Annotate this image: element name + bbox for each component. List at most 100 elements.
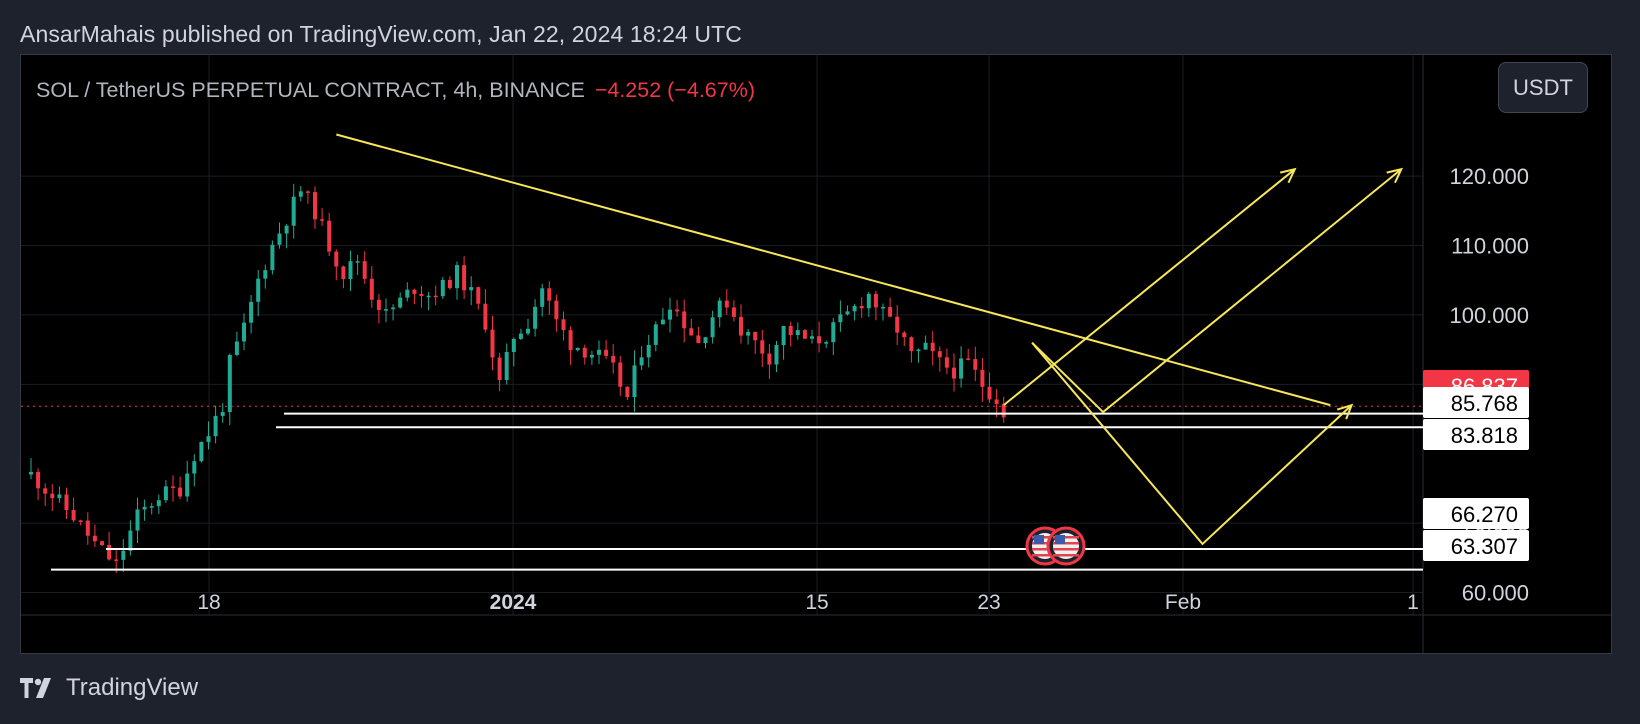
candle <box>135 497 140 544</box>
candle <box>817 321 822 353</box>
candle <box>597 340 601 365</box>
candle <box>426 291 431 311</box>
candle <box>746 328 751 345</box>
candle <box>618 355 623 396</box>
candle <box>625 386 630 401</box>
grid-lines <box>21 55 1423 615</box>
candle <box>788 321 793 347</box>
candle <box>348 250 353 292</box>
candle <box>760 329 765 368</box>
candle <box>78 519 83 526</box>
candle <box>767 344 772 379</box>
candle <box>142 499 147 521</box>
candle <box>206 421 211 450</box>
level-price-label: 85.768 <box>1451 391 1518 416</box>
candle <box>582 344 587 365</box>
candle <box>561 311 566 341</box>
candle <box>455 261 459 300</box>
candle <box>490 315 495 371</box>
candle <box>355 255 360 275</box>
candle <box>639 346 644 371</box>
candle <box>71 497 76 523</box>
candle <box>36 468 41 500</box>
arrow-head <box>1279 167 1297 184</box>
candle <box>575 347 580 352</box>
candle <box>653 321 658 352</box>
candle <box>192 454 197 487</box>
candle <box>994 388 999 418</box>
candle <box>682 299 687 343</box>
candle <box>483 289 488 333</box>
candle <box>568 326 573 365</box>
candle <box>85 512 90 545</box>
projection-arrow-up-1[interactable] <box>1003 168 1296 406</box>
descending-trendline[interactable] <box>336 133 1331 407</box>
candle <box>369 266 374 308</box>
level-price-label: 66.270 <box>1451 502 1518 527</box>
candle <box>909 336 914 363</box>
candle <box>171 475 175 502</box>
candle <box>234 331 239 357</box>
candle <box>263 264 268 289</box>
candle <box>305 190 310 204</box>
candle <box>270 240 275 275</box>
projection-arrow-down-up[interactable] <box>1031 342 1353 546</box>
chart-panel[interactable]: 120.000110.000100.00090.00070.00060.0008… <box>20 54 1612 654</box>
candle <box>902 330 907 347</box>
candle <box>824 340 829 348</box>
price-label-boxes <box>1423 370 1529 561</box>
candle <box>64 487 69 519</box>
candle <box>604 340 609 360</box>
us-flag-event-icon[interactable] <box>1025 526 1086 566</box>
candle <box>895 304 900 346</box>
candle <box>987 372 992 403</box>
candle <box>504 343 509 385</box>
candle <box>717 297 722 328</box>
candle <box>973 346 978 382</box>
candle <box>1001 396 1006 423</box>
candle <box>320 208 325 226</box>
candle <box>128 520 133 556</box>
candle <box>341 265 346 289</box>
price-tick-label: 120.000 <box>1449 164 1529 189</box>
price-chart[interactable]: 120.000110.000100.00090.00070.00060.0008… <box>21 55 1612 654</box>
candle <box>291 183 296 239</box>
candle <box>376 293 381 324</box>
candle <box>859 297 864 318</box>
symbol-legend: SOL / TetherUS PERPETUAL CONTRACT, 4h, B… <box>36 78 755 103</box>
candle <box>952 353 956 392</box>
candle <box>57 486 62 503</box>
time-tick-label: Feb <box>1165 591 1201 614</box>
footer-brand: TradingView <box>66 674 199 701</box>
candle <box>476 286 481 310</box>
candle <box>668 297 672 333</box>
candle <box>398 292 403 309</box>
candle <box>149 503 154 515</box>
price-tick-label: 100.000 <box>1449 303 1529 328</box>
level-price-label: 63.307 <box>1451 534 1518 559</box>
projection-arrow-up-2[interactable] <box>1031 168 1402 414</box>
candle <box>724 289 729 315</box>
candle <box>881 303 885 321</box>
time-tick-label: 1 <box>1407 591 1419 614</box>
footer: TradingView <box>20 674 198 702</box>
candle <box>966 348 971 361</box>
candle <box>845 305 850 316</box>
price-tick-label: 60.000 <box>1462 581 1529 606</box>
candle <box>419 285 424 308</box>
candle <box>646 334 651 368</box>
candle <box>632 350 637 412</box>
candle <box>447 276 452 290</box>
price-tick-label: 110.000 <box>1451 234 1529 259</box>
candle <box>92 524 97 547</box>
level-price-label: 83.818 <box>1451 423 1518 448</box>
candle <box>412 288 417 305</box>
time-tick-label: 15 <box>805 591 828 614</box>
candle <box>469 276 474 306</box>
candle <box>100 540 104 546</box>
candle <box>810 329 814 344</box>
candle <box>774 340 779 372</box>
candle <box>703 336 708 349</box>
currency-button[interactable]: USDT <box>1498 62 1588 113</box>
candle <box>213 405 218 444</box>
